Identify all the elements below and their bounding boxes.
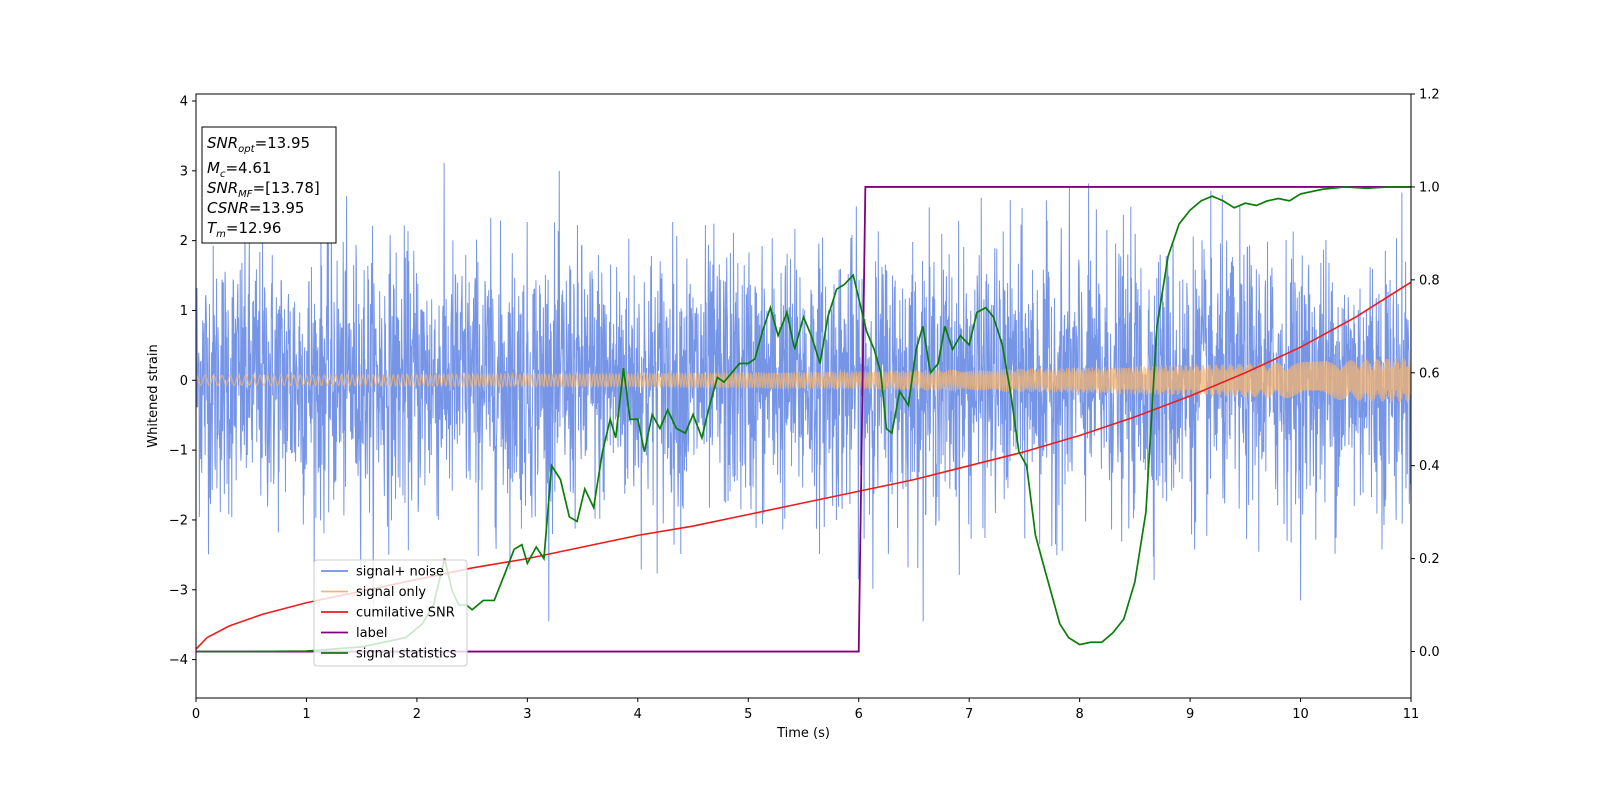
y-tick-label: 0: [180, 374, 188, 389]
annotation-frame: [201, 126, 337, 244]
x-tick-label: 10: [1292, 707, 1309, 722]
cumulative-snr-series-layer: [196, 281, 1411, 650]
y-tick-label: 4: [180, 94, 188, 109]
y-tick-label: −4: [169, 653, 188, 668]
signal-only-series-layer: [196, 357, 1411, 403]
annotation-symbol: SNR: [207, 134, 238, 152]
annotation-subscript: opt: [238, 144, 255, 155]
x-axis-label: Time (s): [776, 726, 830, 741]
y-tick-label: 1: [180, 304, 188, 319]
x-tick-label: 6: [855, 707, 863, 722]
y-axis-left: −4 −3 −2 −1 0 1 2 3 4: [169, 94, 196, 668]
x-tick-label: 4: [634, 707, 642, 722]
x-tick-label: 0: [192, 707, 200, 722]
annotation-value: =13.95: [249, 199, 305, 217]
x-tick-label: 2: [413, 707, 421, 722]
annotation-subscript: m: [216, 229, 226, 240]
legend-label: cumilative SNR: [356, 606, 455, 621]
y-tick-label: −1: [169, 444, 188, 459]
annotation-value: =12.96: [226, 219, 282, 237]
y-right-tick-label: 0.8: [1419, 273, 1440, 288]
legend-label: label: [356, 626, 387, 641]
legend-label: signal+ noise: [356, 565, 444, 580]
y-right-tick-label: 0.0: [1419, 645, 1440, 660]
legend-label: signal only: [356, 585, 426, 600]
signal-statistics-series-layer: [196, 186, 1411, 653]
series-signal-noise-line: [196, 163, 1411, 622]
x-tick-label: 7: [965, 707, 973, 722]
y-right-tick-label: 0.4: [1419, 459, 1440, 474]
noise-series-layer: [196, 163, 1411, 622]
axes-frame: [195, 93, 1412, 699]
plot-area: [196, 163, 1411, 653]
annotation-line: SNRMF=[13.78]: [207, 179, 320, 200]
label-series-layer: [196, 186, 1411, 653]
annotation-symbol: CSNR: [207, 199, 249, 217]
y-tick-label: −3: [169, 583, 188, 598]
series-signal-only-line: [196, 357, 1411, 403]
y-tick-label: 3: [180, 164, 188, 179]
annotation-line: CSNR=13.95: [207, 199, 304, 217]
y-right-tick-label: 1.2: [1419, 88, 1440, 103]
annotation-subscript: c: [220, 169, 226, 180]
legend: signal+ noise signal only cumilative SNR la…: [313, 559, 468, 667]
annotation-value: =4.61: [225, 159, 271, 177]
x-axis: 0 1 2 3 4 5 6 7 8 9 10 11: [192, 698, 1419, 722]
annotation-value: =[13.78]: [253, 179, 320, 197]
x-tick-label: 8: [1075, 707, 1083, 722]
x-tick-label: 1: [302, 707, 310, 722]
legend-label: signal statistics: [356, 647, 457, 662]
y-right-tick-label: 0.6: [1419, 366, 1440, 381]
annotation-line: Mc=4.61: [207, 159, 271, 180]
annotation-symbol: M: [207, 159, 220, 177]
y-right-tick-label: 1.0: [1419, 180, 1440, 195]
annotation-box: SNRopt=13.95Mc=4.61SNRMF=[13.78]CSNR=13.…: [201, 126, 337, 244]
annotation-line: Tm=12.96: [207, 219, 281, 240]
y-axis-right: 0.0 0.2 0.4 0.6 0.8 1.0 1.2: [1411, 88, 1440, 660]
y-tick-label: −2: [169, 513, 188, 528]
y-axis-label: Whitened strain: [146, 344, 161, 447]
annotation-symbol: SNR: [207, 179, 238, 197]
x-tick-label: 5: [744, 707, 752, 722]
y-tick-label: 2: [180, 234, 188, 249]
series-cumulative-snr-line: [196, 281, 1411, 650]
y-right-tick-label: 0.2: [1419, 552, 1440, 567]
annotation-subscript: MF: [238, 189, 253, 200]
legend-frame: [313, 559, 468, 667]
x-tick-label: 11: [1403, 707, 1420, 722]
x-tick-label: 3: [523, 707, 531, 722]
annotation-line: SNRopt=13.95: [207, 134, 310, 155]
annotation-value: =13.95: [255, 134, 311, 152]
series-label-line: [196, 186, 1411, 653]
annotation-symbol: T: [207, 219, 218, 237]
series-signal-statistics-line: [196, 186, 1411, 653]
x-tick-label: 9: [1186, 707, 1194, 722]
